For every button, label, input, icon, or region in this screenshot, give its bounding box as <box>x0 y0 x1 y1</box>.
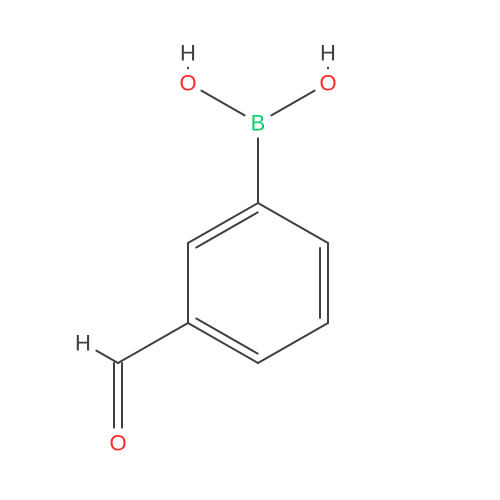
atom-label-o: O <box>319 71 336 96</box>
atom-label-b: B <box>251 111 266 136</box>
atom-label-h: H <box>75 331 91 356</box>
atom-label-h: H <box>180 41 196 66</box>
atom-label-h: H <box>320 41 336 66</box>
molecule-diagram: BOHOHOH <box>0 0 500 500</box>
canvas-background <box>0 0 500 500</box>
atom-label-o: O <box>109 431 126 456</box>
atom-label-o: O <box>179 71 196 96</box>
